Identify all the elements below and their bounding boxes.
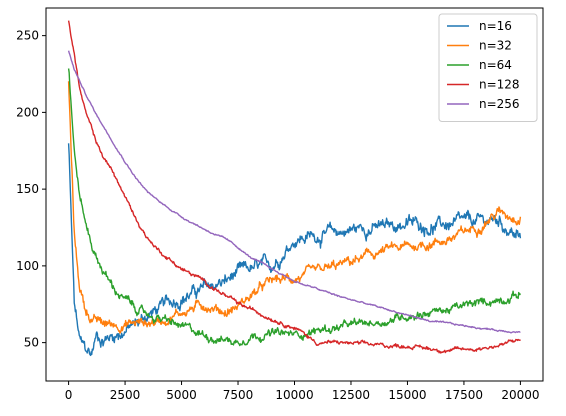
series-line-n-128 (67, 20, 521, 354)
x-axis: 0 2500 5000 7500 10000 12500 15000 17500 20000 (65, 381, 540, 402)
x-tick-label: 5000 (166, 388, 197, 402)
x-tick-label: 0 (65, 388, 73, 402)
x-tick-label: 17500 (445, 388, 483, 402)
legend-label: n=128 (479, 78, 520, 92)
legend-label: n=256 (479, 97, 520, 111)
series-line-n-16 (67, 143, 522, 357)
legend-label: n=32 (479, 39, 512, 53)
x-tick-label: 15000 (388, 388, 426, 402)
series-line-n-32 (67, 81, 522, 334)
series-layer (67, 20, 522, 357)
x-tick-label: 10000 (275, 388, 313, 402)
y-tick-label: 200 (16, 105, 39, 119)
x-tick-label: 12500 (332, 388, 370, 402)
y-axis: 50 100 150 200 250 (16, 29, 46, 350)
legend-box (438, 13, 538, 122)
legend-label: n=16 (479, 19, 512, 33)
x-tick-label: 20000 (501, 388, 539, 402)
y-tick-label: 50 (24, 336, 39, 350)
x-tick-label: 7500 (223, 388, 254, 402)
series-line-n-64 (67, 68, 522, 347)
legend-label: n=64 (479, 58, 512, 72)
y-tick-label: 150 (16, 182, 39, 196)
legend: n=16 n=32 n=64 n=128 n=256 (438, 13, 538, 122)
series-line-n-256 (67, 50, 521, 334)
x-tick-label: 2500 (110, 388, 141, 402)
y-tick-label: 100 (16, 259, 39, 273)
y-tick-label: 250 (16, 29, 39, 43)
